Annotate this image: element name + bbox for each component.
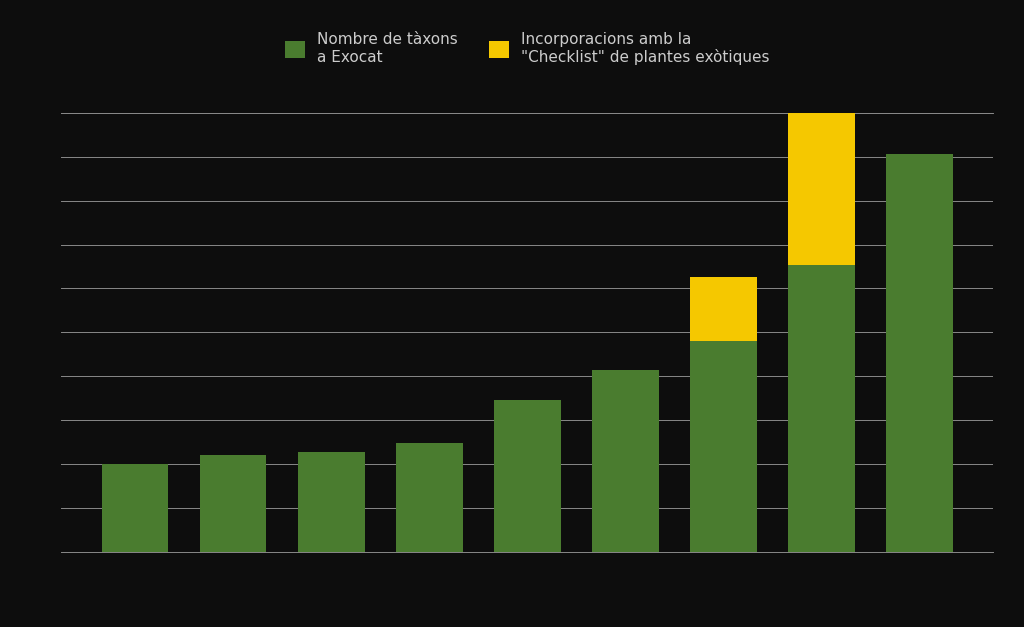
Bar [788, 265, 855, 552]
Bar [298, 452, 365, 552]
Bar [200, 455, 266, 552]
Bar [690, 341, 757, 552]
Bar [396, 443, 463, 552]
Bar [592, 371, 658, 552]
Bar [690, 277, 757, 341]
Legend: Nombre de tàxons
a Exocat, Incorporacions amb la
"Checklist" de plantes exòtique: Nombre de tàxons a Exocat, Incorporacion… [278, 24, 777, 73]
Bar [494, 399, 561, 552]
Bar [788, 95, 855, 265]
Bar [887, 154, 953, 552]
Bar [101, 464, 168, 552]
